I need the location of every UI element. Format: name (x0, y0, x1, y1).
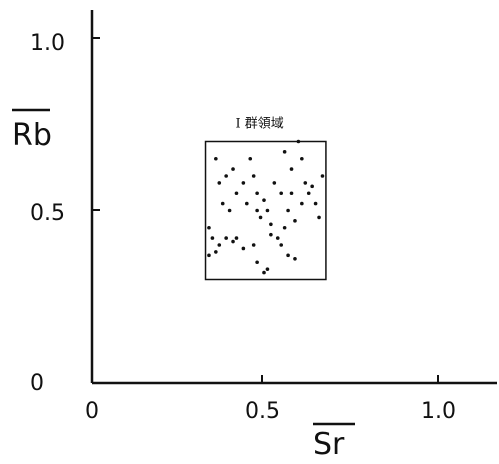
origin-label: 0 (30, 371, 44, 396)
data-point-11 (245, 201, 249, 206)
data-point-35 (214, 250, 218, 254)
data-point-17 (282, 150, 287, 154)
y-axis-label: Rb (12, 118, 52, 153)
x-axis-label: Sr (313, 427, 345, 462)
data-point-32 (207, 225, 211, 230)
data-point-46 (275, 236, 280, 240)
region-label: I 群領域 (236, 116, 284, 132)
data-point-31 (282, 225, 287, 230)
data-point-28 (293, 219, 297, 223)
data-point-26 (279, 191, 284, 196)
data-point-6 (255, 191, 259, 196)
data-point-38 (231, 239, 235, 244)
data-point-30 (310, 184, 314, 189)
x-tick-label-0: 0 (85, 399, 99, 424)
data-point-37 (224, 236, 228, 240)
data-point-48 (286, 253, 290, 258)
data-point-20 (300, 156, 304, 161)
data-point-50 (272, 181, 277, 185)
data-point-14 (262, 198, 266, 202)
data-point-49 (293, 257, 297, 261)
data-point-44 (265, 267, 270, 271)
data-point-5 (251, 174, 256, 178)
data-point-15 (265, 208, 270, 213)
y-tick-label-1.0: 1.0 (30, 31, 65, 56)
data-point-12 (255, 208, 259, 213)
data-point-0 (214, 156, 218, 161)
data-point-18 (289, 167, 294, 171)
data-point-4 (248, 156, 253, 161)
data-point-29 (300, 201, 304, 206)
data-point-33 (210, 236, 215, 240)
data-point-13 (258, 215, 263, 220)
data-point-40 (241, 246, 246, 251)
x-tick-label-0.5: 0.5 (245, 399, 280, 424)
data-point-43 (262, 270, 266, 275)
data-point-47 (279, 243, 284, 247)
data-point-19 (296, 139, 301, 144)
data-point-41 (251, 243, 256, 247)
x-tick-label-1.0: 1.0 (421, 399, 456, 424)
data-point-1 (224, 174, 228, 178)
data-point-45 (269, 232, 273, 237)
data-point-16 (269, 222, 273, 227)
data-point-7 (217, 181, 222, 185)
region-box (204, 140, 327, 281)
data-point-9 (227, 208, 232, 213)
data-point-42 (255, 260, 259, 265)
data-point-2 (231, 167, 235, 171)
data-point-25 (317, 215, 321, 220)
data-point-23 (313, 201, 318, 206)
data-point-22 (306, 191, 311, 196)
data-point-8 (220, 201, 225, 206)
data-point-21 (303, 181, 308, 185)
data-point-24 (320, 174, 325, 178)
data-point-36 (217, 243, 222, 247)
data-point-51 (289, 191, 294, 196)
y-tick-label-0.5: 0.5 (30, 201, 65, 226)
points-layer (207, 139, 325, 275)
data-point-3 (241, 181, 246, 185)
data-point-10 (234, 191, 239, 196)
data-point-34 (207, 253, 211, 258)
data-point-39 (234, 236, 239, 240)
data-point-27 (286, 208, 290, 213)
